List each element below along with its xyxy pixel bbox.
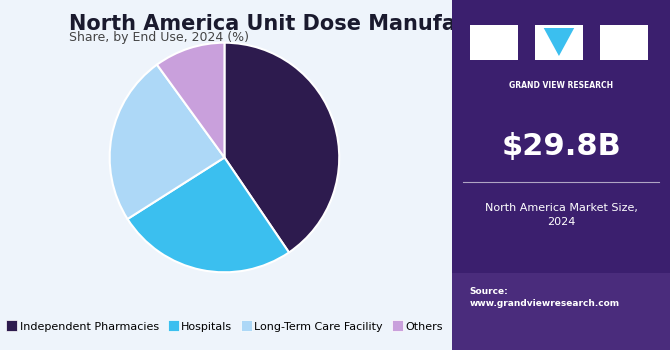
Wedge shape <box>224 43 339 252</box>
FancyBboxPatch shape <box>535 25 583 60</box>
Wedge shape <box>110 65 224 219</box>
Polygon shape <box>544 28 574 56</box>
Text: North America Unit Dose Manufacturing Market: North America Unit Dose Manufacturing Ma… <box>70 14 631 34</box>
Text: GRAND VIEW RESEARCH: GRAND VIEW RESEARCH <box>509 80 613 90</box>
Text: $29.8B: $29.8B <box>501 133 621 161</box>
FancyBboxPatch shape <box>600 25 649 60</box>
Wedge shape <box>157 43 224 158</box>
FancyBboxPatch shape <box>452 273 670 350</box>
Wedge shape <box>127 158 289 272</box>
Text: North America Market Size,
2024: North America Market Size, 2024 <box>484 203 638 227</box>
FancyBboxPatch shape <box>452 0 670 350</box>
FancyBboxPatch shape <box>470 25 518 60</box>
Legend: Independent Pharmacies, Hospitals, Long-Term Care Facility, Others: Independent Pharmacies, Hospitals, Long-… <box>6 322 443 332</box>
Text: Share, by End Use, 2024 (%): Share, by End Use, 2024 (%) <box>70 31 249 44</box>
Text: Source:
www.grandviewresearch.com: Source: www.grandviewresearch.com <box>470 287 620 308</box>
